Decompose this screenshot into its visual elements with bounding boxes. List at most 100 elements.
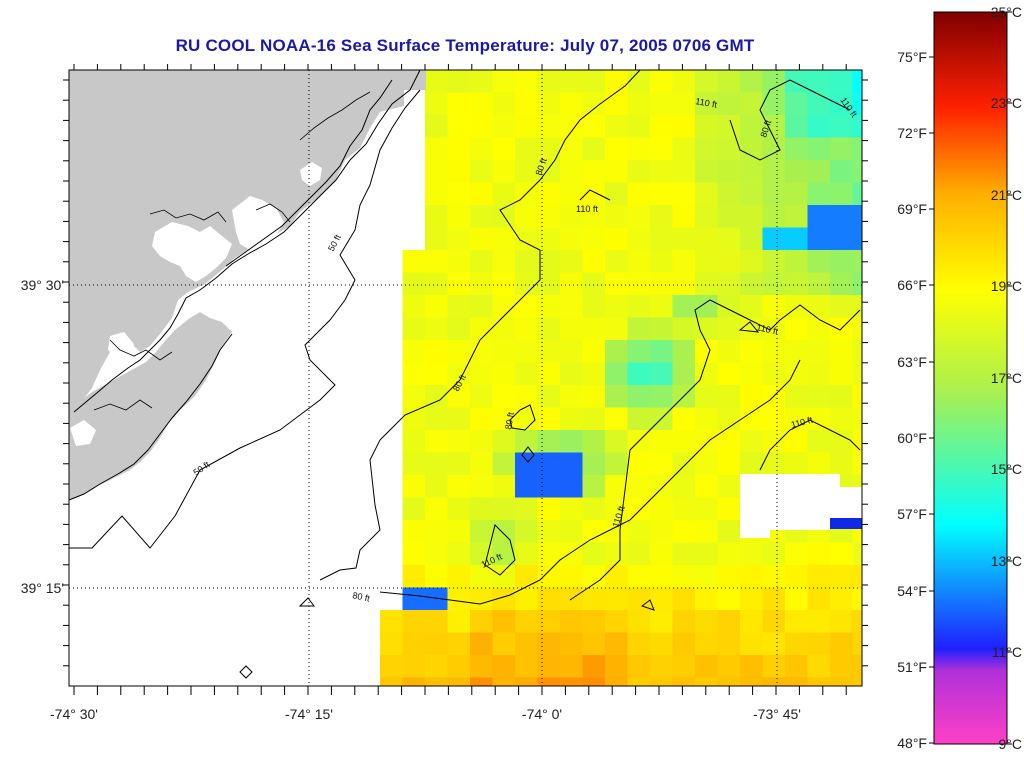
sst-cell: [785, 587, 808, 611]
sst-cell: [852, 610, 862, 633]
sst-cell: [447, 385, 471, 408]
sst-cell: [695, 452, 718, 476]
sst-cell: [515, 610, 538, 633]
sst-cell: [560, 92, 583, 116]
sst-cell: [740, 610, 763, 633]
sst-cell: [852, 362, 862, 386]
celsius-label: 11°C: [992, 644, 1022, 660]
sst-cell: [717, 655, 741, 678]
sst-cell: [470, 115, 493, 138]
sst-cell: [582, 182, 606, 206]
sst-cell: [740, 182, 763, 206]
sst-cell: [695, 317, 718, 341]
sst-cell: [717, 115, 741, 138]
sst-cell: [852, 542, 862, 566]
sst-cell: [402, 677, 426, 686]
sst-cell: [650, 250, 673, 273]
sst-cell: [627, 250, 651, 273]
sst-cell: [740, 587, 763, 611]
colorbar: [933, 11, 1008, 745]
sst-cell: [807, 227, 831, 251]
contour-50ft: [69, 89, 421, 549]
sst-cell: [605, 565, 628, 588]
sst-cell: [605, 182, 628, 206]
sst-cell: [582, 542, 606, 566]
sst-cell: [605, 587, 628, 611]
sst-cell: [807, 160, 831, 183]
sst-cell: [605, 610, 628, 633]
sst-cell: [492, 115, 516, 138]
sst-cell: [582, 677, 606, 686]
sst-cell: [605, 317, 628, 341]
sst-cell: [740, 542, 763, 566]
sst-cell: [740, 137, 763, 161]
sst-cell: [560, 70, 583, 93]
sst-cell: [515, 632, 538, 656]
sst-cell: [492, 677, 516, 686]
sst-cell: [695, 272, 718, 296]
sst-cell: [650, 205, 673, 228]
sst-cell: [560, 182, 583, 206]
sst-cell: [762, 565, 786, 588]
sst-cell: [515, 362, 538, 386]
sst-cell: [717, 295, 741, 318]
sst-cell: [402, 430, 426, 453]
sst-cell: [627, 160, 651, 183]
sst-cell: [537, 70, 561, 93]
sst-cell: [695, 565, 718, 588]
sst-cell: [852, 475, 862, 498]
sst-cell: [492, 182, 516, 206]
sst-cell: [830, 655, 853, 678]
sst-cell: [582, 587, 606, 611]
sst-cell: [762, 362, 786, 386]
sst-cell: [627, 677, 651, 686]
sst-cell: [447, 250, 471, 273]
sst-cell: [807, 632, 831, 656]
sst-cell: [627, 92, 651, 116]
sst-cell: [515, 655, 538, 678]
sst-cell: [785, 362, 808, 386]
sst-cell: [650, 272, 673, 296]
sst-cell: [402, 250, 426, 273]
celsius-label: 17°C: [991, 370, 1022, 386]
sst-cell: [650, 520, 673, 543]
sst-cell: [537, 385, 561, 408]
sst-cell: [470, 565, 493, 588]
sst-cell: [447, 137, 471, 161]
sst-cell: [402, 452, 426, 476]
sst-cell: [605, 115, 628, 138]
sst-cell: [402, 520, 426, 543]
sst-cell: [717, 587, 741, 611]
sst-cell: [672, 295, 696, 318]
sst-cell: [852, 587, 862, 611]
sst-cell: [852, 430, 862, 453]
sst-cell: [695, 655, 718, 678]
sst-cell: [605, 92, 628, 116]
contour-small-tri-2: [239, 665, 253, 679]
sst-cell: [672, 160, 696, 183]
sst-cell: [515, 137, 538, 161]
sst-cell: [402, 295, 426, 318]
sst-cell: [447, 272, 471, 296]
sst-cell: [650, 587, 673, 611]
sst-cell: [605, 362, 628, 386]
sst-cell: [695, 430, 718, 453]
sst-cell: [492, 160, 516, 183]
sst-cell: [560, 317, 583, 341]
sst-cell: [402, 362, 426, 386]
sst-cell: [672, 587, 696, 611]
sst-cell: [740, 430, 763, 453]
sst-cell: [807, 565, 831, 588]
sst-cell: [582, 452, 606, 476]
sst-cell: [425, 430, 448, 453]
y-tick-label: 39° 15': [21, 580, 64, 596]
sst-cell: [650, 497, 673, 521]
sst-cell: [470, 452, 493, 476]
sst-cell: [605, 542, 628, 566]
sst-cell: [560, 452, 583, 476]
sst-cell: [402, 655, 426, 678]
sst-cell: [740, 160, 763, 183]
sst-cell: [560, 295, 583, 318]
sst-cell: [650, 632, 673, 656]
sst-cell: [447, 542, 471, 566]
